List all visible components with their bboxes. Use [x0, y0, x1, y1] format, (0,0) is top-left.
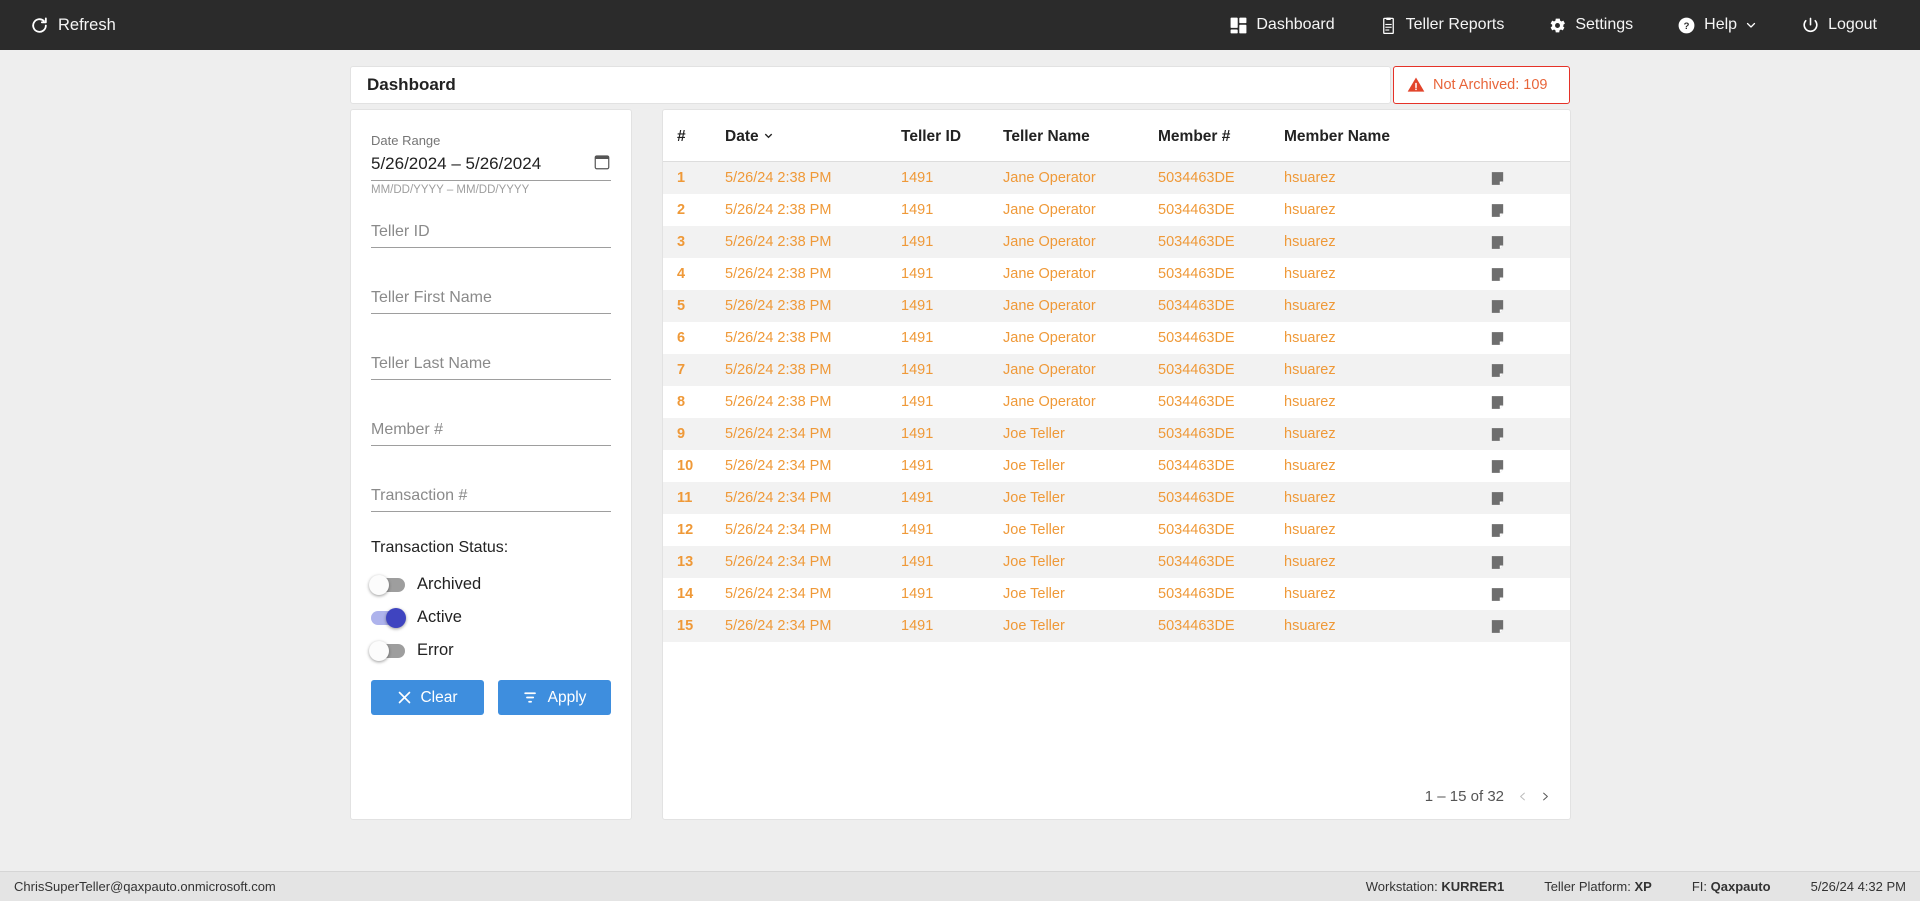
- svg-text:?: ?: [1684, 21, 1690, 32]
